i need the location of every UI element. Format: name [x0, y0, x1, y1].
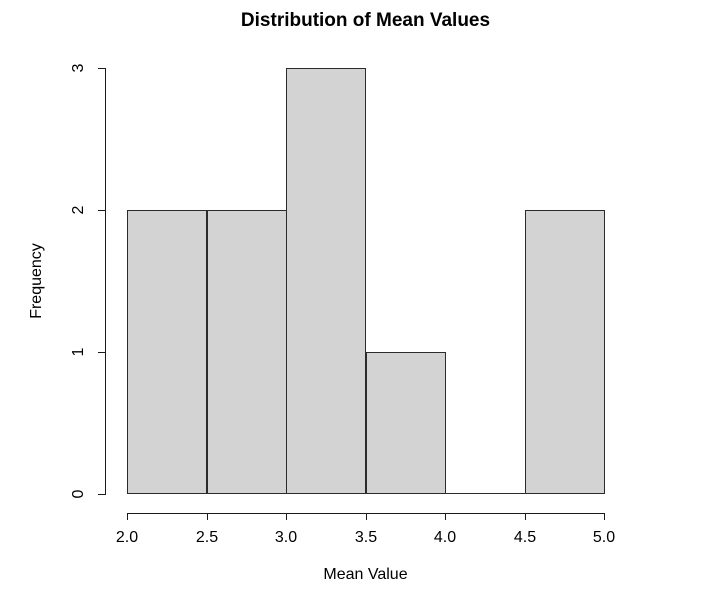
x-tick-mark: [127, 513, 128, 520]
x-tick-label: 3.0: [274, 529, 298, 546]
y-tick-label: 2: [70, 205, 87, 215]
x-tick-mark: [525, 513, 526, 520]
x-tick-label: 5.0: [592, 529, 616, 546]
x-tick-mark: [604, 513, 605, 520]
y-tick-mark: [98, 210, 105, 211]
histogram-bar: [366, 352, 446, 494]
y-tick-mark: [98, 494, 105, 495]
histogram-bar: [207, 210, 287, 494]
y-tick-mark: [98, 352, 105, 353]
x-tick-label: 4.5: [513, 529, 537, 546]
x-tick-mark: [445, 513, 446, 520]
histogram-bar: [286, 68, 366, 494]
y-tick-label: 3: [70, 63, 87, 73]
x-tick-label: 3.5: [354, 529, 378, 546]
x-tick-label: 4.0: [433, 529, 457, 546]
x-tick-label: 2.5: [195, 529, 219, 546]
chart-title: Distribution of Mean Values: [240, 10, 491, 31]
y-tick-label: 1: [70, 347, 87, 357]
x-axis-title: Mean Value: [323, 566, 408, 583]
y-tick-mark: [98, 68, 105, 69]
x-tick-label: 2.0: [115, 529, 139, 546]
histogram-bar: [525, 210, 605, 494]
x-tick-mark: [286, 513, 287, 520]
x-tick-mark: [207, 513, 208, 520]
histogram-bar: [127, 210, 207, 494]
y-axis-title-text: Frequency: [28, 243, 45, 319]
x-tick-mark: [366, 513, 367, 520]
histogram-bar-zero: [445, 493, 525, 494]
y-tick-label: 0: [70, 489, 87, 499]
y-axis-line: [105, 68, 106, 495]
